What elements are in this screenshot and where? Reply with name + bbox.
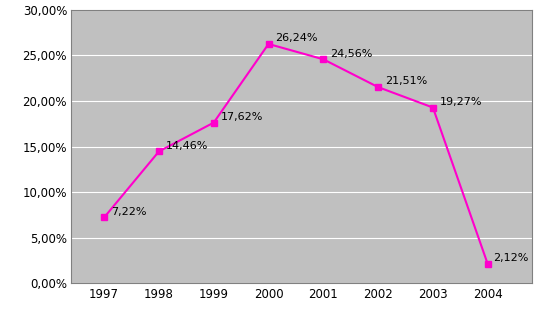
Text: 14,46%: 14,46% [166, 141, 208, 151]
Text: 26,24%: 26,24% [276, 33, 318, 43]
Text: 21,51%: 21,51% [385, 76, 427, 86]
Text: 19,27%: 19,27% [440, 97, 482, 107]
Text: 17,62%: 17,62% [221, 112, 263, 122]
Text: 2,12%: 2,12% [493, 253, 529, 263]
Text: 24,56%: 24,56% [330, 49, 373, 59]
Text: 7,22%: 7,22% [111, 207, 146, 217]
